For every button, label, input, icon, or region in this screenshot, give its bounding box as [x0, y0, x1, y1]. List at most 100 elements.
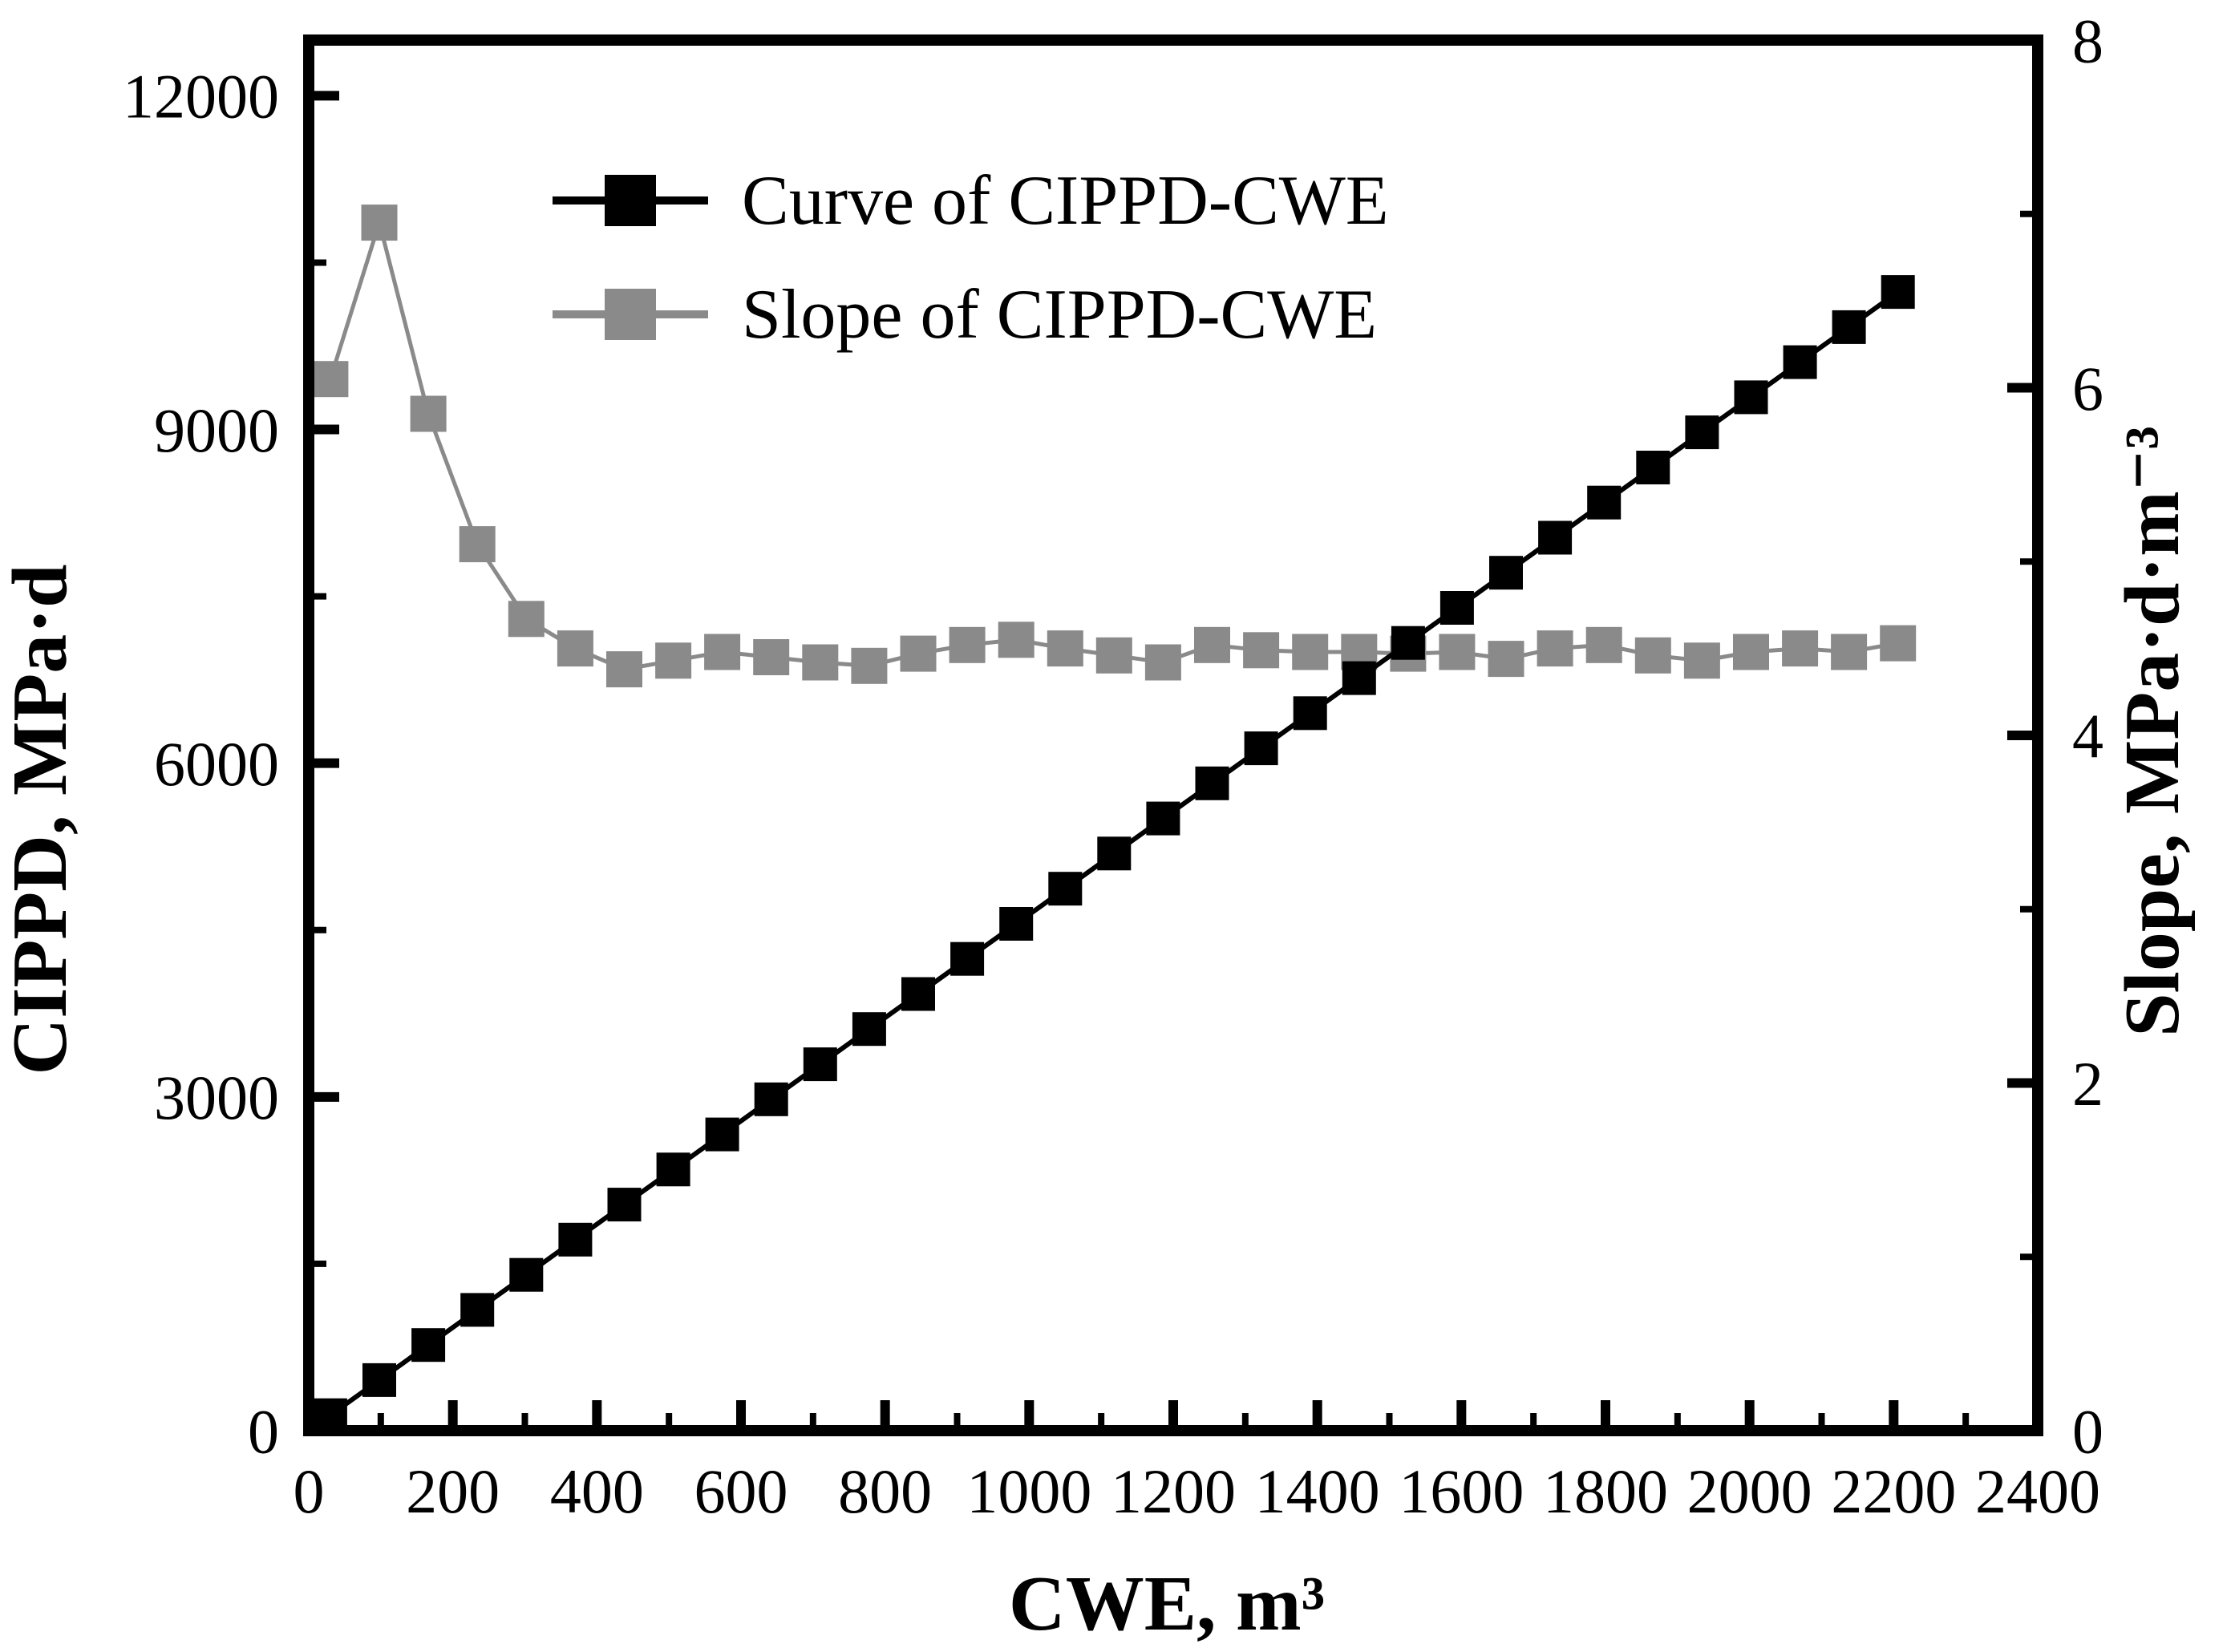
data-series — [312, 204, 1917, 1432]
y-right-axis-title: Slope, MPa·d·m⁻³ — [2109, 426, 2196, 1037]
data-point-marker — [1195, 766, 1229, 800]
data-point-marker — [1047, 630, 1083, 667]
x-tick-label: 1800 — [1543, 1456, 1668, 1526]
plot-frame — [303, 34, 2043, 1436]
data-point-marker — [705, 1117, 739, 1152]
y-left-tick-label: 3000 — [154, 1063, 279, 1132]
data-point-marker — [411, 1328, 446, 1362]
data-point-marker — [1048, 872, 1083, 906]
data-point-marker — [1634, 637, 1671, 674]
data-point-marker — [1685, 415, 1719, 450]
x-tick-label: 1400 — [1255, 1456, 1380, 1526]
data-point-marker — [999, 907, 1034, 941]
data-point-marker — [1439, 634, 1476, 670]
data-point-marker — [1831, 634, 1868, 670]
legend-marker-slope — [605, 289, 656, 340]
data-point-marker — [1537, 630, 1573, 667]
data-point-marker — [312, 361, 349, 398]
data-point-marker — [362, 1362, 396, 1397]
data-point-marker — [1097, 836, 1132, 871]
x-tick-label: 600 — [694, 1456, 788, 1526]
data-point-marker — [1194, 626, 1230, 663]
data-point-marker — [1391, 626, 1425, 660]
data-point-marker — [1146, 801, 1180, 836]
legend-label-slope: Slope of CIPPD-CWE — [742, 276, 1377, 354]
axis-ticks — [304, 35, 2043, 1435]
data-point-marker — [410, 395, 447, 432]
legend-item-curve: Curve of CIPPD-CWE — [553, 162, 1389, 240]
data-point-marker — [1585, 626, 1622, 663]
y-left-tick-label: 12000 — [123, 62, 279, 132]
data-point-marker — [1243, 632, 1280, 669]
y-right-tick-label: 4 — [2072, 701, 2103, 771]
data-point-marker — [606, 651, 642, 688]
data-point-marker — [753, 639, 790, 675]
x-tick-label: 400 — [550, 1456, 644, 1526]
data-point-marker — [508, 601, 545, 638]
data-point-marker — [1538, 520, 1573, 555]
legend-label-curve: Curve of CIPPD-CWE — [742, 162, 1389, 240]
y-right-tick-label: 6 — [2072, 354, 2103, 423]
data-point-marker — [1095, 637, 1132, 674]
data-point-marker — [1881, 275, 1915, 310]
data-point-marker — [852, 1012, 886, 1047]
y-left-tick-label: 9000 — [154, 395, 279, 465]
y-right-tick-label: 8 — [2072, 6, 2103, 75]
x-tick-label: 1600 — [1399, 1456, 1524, 1526]
y-right-tick-label: 0 — [2072, 1396, 2103, 1466]
data-point-marker — [656, 1152, 690, 1187]
data-point-marker — [950, 941, 985, 976]
data-point-marker — [1880, 625, 1917, 662]
data-point-marker — [1488, 641, 1524, 678]
legend-marker-curve — [605, 175, 656, 226]
data-point-marker — [851, 647, 888, 684]
data-point-marker — [1144, 644, 1181, 681]
x-tick-label: 800 — [838, 1456, 932, 1526]
data-point-marker — [1489, 556, 1523, 590]
x-tick-label: 1200 — [1111, 1456, 1236, 1526]
data-point-marker — [509, 1257, 544, 1292]
data-point-marker — [1342, 661, 1376, 695]
y-left-tick-label: 6000 — [154, 729, 279, 799]
data-point-marker — [1292, 634, 1329, 670]
x-tick-label: 1000 — [966, 1456, 1091, 1526]
x-tick-label: 2400 — [1975, 1456, 2100, 1526]
data-point-marker — [754, 1082, 788, 1116]
data-point-marker — [1733, 634, 1769, 670]
data-point-marker — [1782, 630, 1819, 667]
data-point-marker — [1587, 485, 1622, 520]
data-point-marker — [607, 1188, 642, 1222]
data-point-marker — [655, 642, 692, 679]
data-point-marker — [803, 1047, 837, 1082]
data-point-marker — [1832, 310, 1866, 344]
series-curve-cippd-cwe — [313, 275, 1915, 1432]
data-point-marker — [704, 634, 741, 670]
x-tick-label: 2200 — [1831, 1456, 1956, 1526]
data-point-marker — [1293, 696, 1327, 731]
data-point-marker — [1783, 345, 1817, 379]
data-point-marker — [998, 622, 1035, 658]
x-tick-label: 0 — [294, 1456, 325, 1526]
x-tick-label: 200 — [406, 1456, 500, 1526]
x-axis-title: CWE, m³ — [1009, 1561, 1325, 1647]
data-point-marker — [1244, 731, 1278, 766]
y-left-tick-label: 0 — [248, 1396, 279, 1466]
legend-item-slope: Slope of CIPPD-CWE — [553, 276, 1377, 354]
y-right-tick-label: 2 — [2072, 1049, 2103, 1119]
axis-tick-labels: 0 200 400 600 800 1000 1200 1400 1600 1800 2000 220… — [123, 6, 2103, 1526]
data-point-marker — [901, 977, 935, 1011]
data-point-marker — [459, 526, 496, 563]
x-tick-label: 2000 — [1687, 1456, 1812, 1526]
data-point-marker — [460, 1293, 495, 1327]
data-point-marker — [949, 626, 986, 663]
legend: Curve of CIPPD-CWE Slope of CIPPD-CWE — [553, 162, 1389, 354]
y-left-axis-title: CIPPD, MPa·d — [0, 565, 83, 1075]
data-point-marker — [1636, 451, 1670, 484]
data-point-marker — [1683, 642, 1720, 679]
data-point-marker — [1734, 380, 1768, 415]
data-point-marker — [361, 204, 398, 241]
data-point-marker — [802, 644, 839, 681]
data-point-marker — [1439, 591, 1474, 625]
